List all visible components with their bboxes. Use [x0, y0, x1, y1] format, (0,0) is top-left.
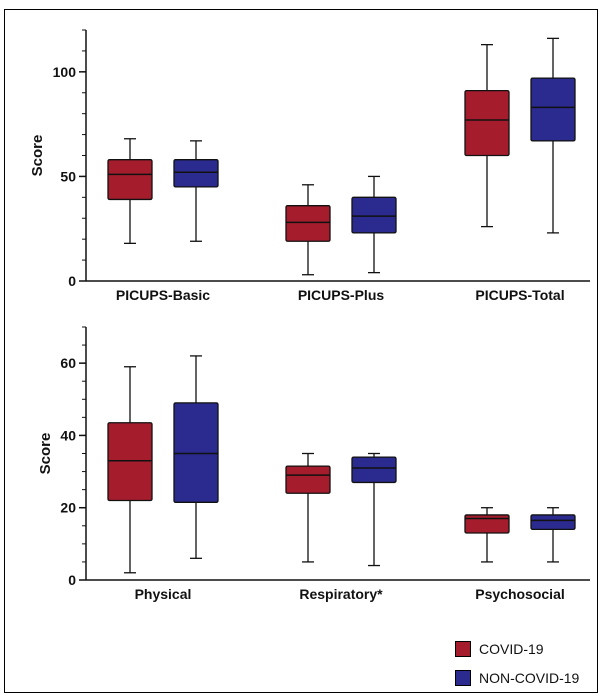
y-tick-label: 60 — [60, 355, 76, 371]
legend-swatch-covid — [455, 641, 471, 657]
box-noncovid — [530, 37, 576, 234]
box-iqr — [530, 77, 576, 142]
y-tick-label: 100 — [53, 64, 77, 80]
category-label: Psychosocial — [475, 586, 565, 602]
box-iqr — [351, 196, 397, 234]
box-iqr — [107, 422, 153, 502]
category-label: PICUPS-Plus — [298, 287, 385, 303]
box-iqr — [285, 465, 331, 494]
panel-bottom: 0 20 40 60 Score Physical Respiratory* Psychoso… — [37, 326, 590, 602]
panel-top: 0 50 100 Score PICUPS-Basic PICUPS-Plus PICUPS… — [29, 29, 590, 303]
box-noncovid — [351, 452, 397, 567]
category-label: PICUPS-Basic — [116, 287, 210, 303]
box-iqr — [173, 159, 219, 188]
box-iqr — [107, 159, 153, 201]
box-noncovid — [530, 507, 576, 563]
box-covid — [107, 138, 153, 245]
box-iqr — [464, 514, 510, 534]
category-label: Respiratory* — [299, 586, 383, 602]
y-tick-label: 40 — [60, 427, 76, 443]
y-axis-label: Score — [37, 433, 54, 475]
box-covid — [464, 507, 510, 563]
y-axis-label: Score — [29, 135, 46, 177]
box-covid — [285, 184, 331, 276]
box-covid — [107, 366, 153, 574]
legend-label-noncovid: NON-COVID-19 — [479, 670, 580, 686]
category-label: Physical — [135, 586, 192, 602]
box-iqr — [351, 456, 397, 484]
y-tick-label: 50 — [60, 168, 76, 184]
box-iqr — [464, 90, 510, 157]
legend-item-noncovid: NON-COVID-19 — [455, 670, 579, 686]
box-noncovid — [173, 140, 219, 242]
box-noncovid — [173, 355, 219, 559]
y-tick-label: 20 — [60, 500, 76, 516]
legend-swatch-noncovid — [455, 670, 471, 686]
box-iqr — [530, 514, 576, 531]
y-tick-label: 0 — [68, 572, 76, 588]
box-covid — [285, 452, 331, 563]
category-label: PICUPS-Total — [475, 287, 564, 303]
legend-item-covid: COVID-19 — [455, 641, 544, 657]
box-iqr — [173, 402, 219, 503]
legend-label-covid: COVID-19 — [479, 641, 544, 657]
box-covid — [464, 43, 510, 228]
box-iqr — [285, 205, 331, 242]
figure-frame — [4, 9, 598, 693]
y-tick-label: 0 — [68, 273, 76, 289]
box-noncovid — [351, 175, 397, 274]
